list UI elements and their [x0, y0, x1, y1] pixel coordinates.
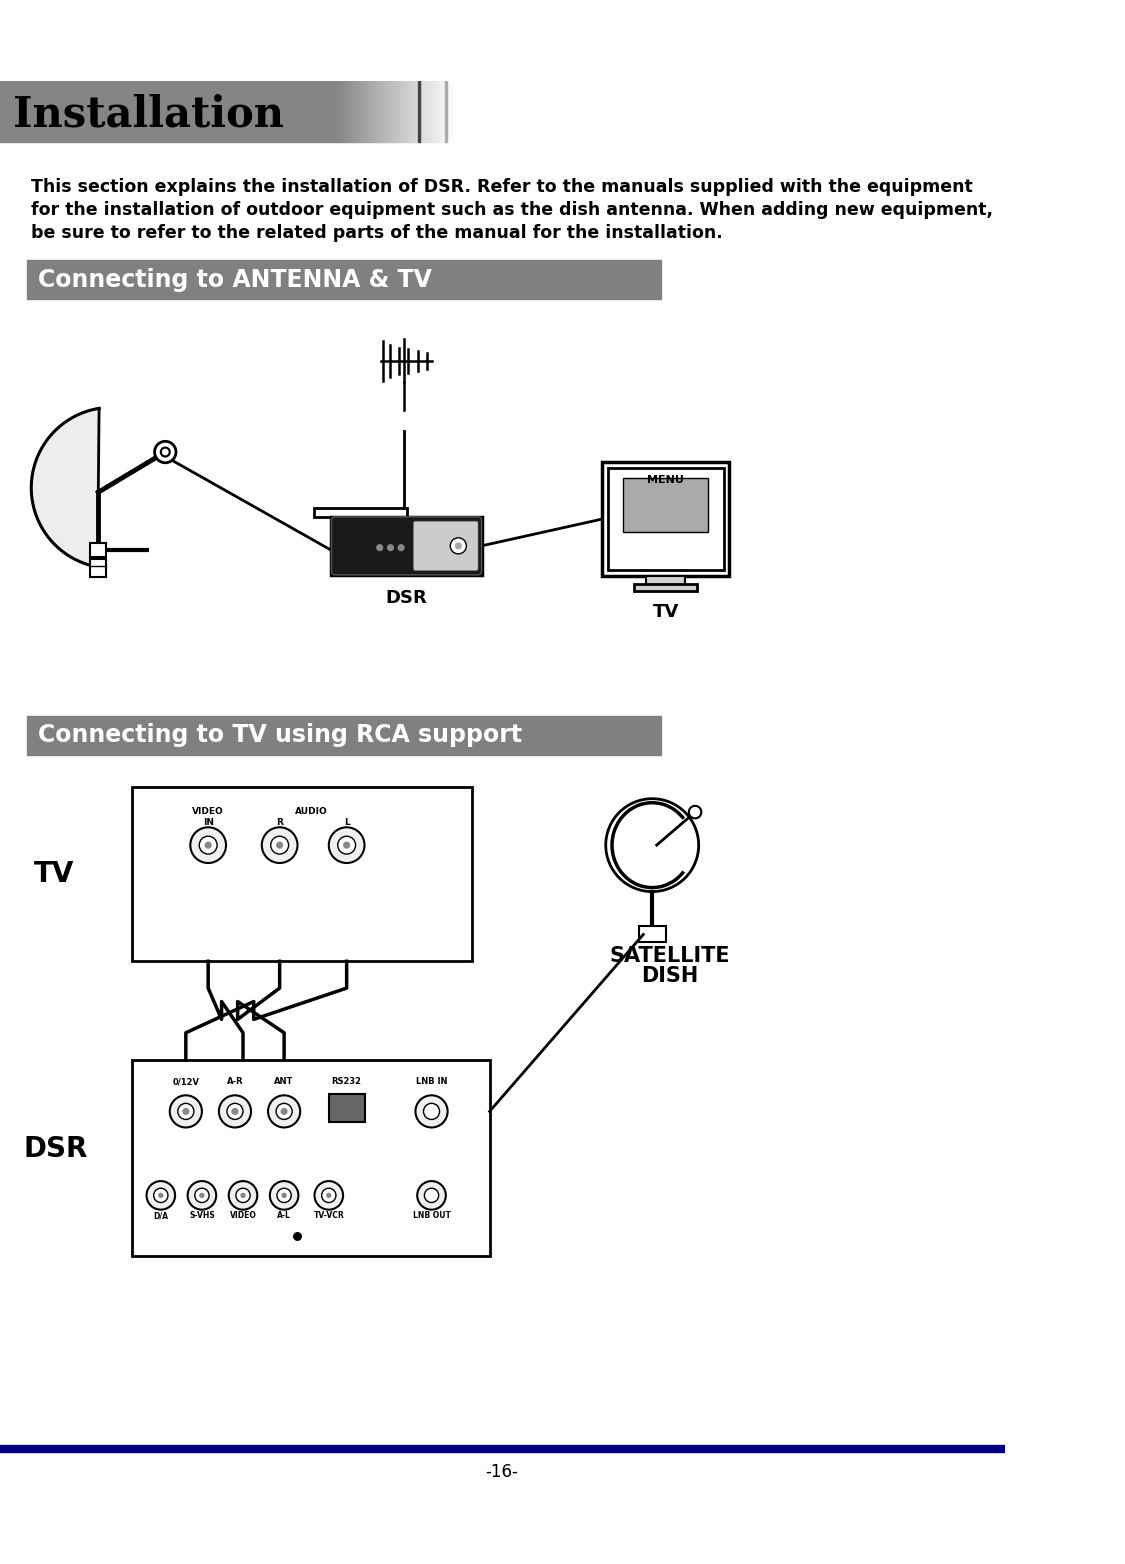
- Text: A-L: A-L: [277, 1212, 291, 1220]
- Circle shape: [161, 447, 170, 457]
- Text: ANT: ANT: [274, 1078, 294, 1087]
- Circle shape: [281, 1193, 287, 1198]
- FancyBboxPatch shape: [414, 521, 478, 571]
- Circle shape: [190, 827, 226, 863]
- Circle shape: [271, 837, 289, 854]
- Circle shape: [276, 841, 284, 849]
- Text: D/A: D/A: [153, 1212, 169, 1220]
- Text: AUDIO: AUDIO: [295, 807, 327, 816]
- Circle shape: [241, 1193, 245, 1198]
- Text: This section explains the installation of DSR. Refer to the manuals supplied wit: This section explains the installation o…: [32, 178, 973, 196]
- Circle shape: [178, 1103, 193, 1120]
- Circle shape: [315, 1181, 343, 1209]
- Circle shape: [236, 1189, 250, 1203]
- Bar: [133, 787, 471, 962]
- Circle shape: [199, 1193, 205, 1198]
- Circle shape: [376, 544, 384, 551]
- Circle shape: [277, 1189, 291, 1203]
- Circle shape: [262, 827, 297, 863]
- Circle shape: [417, 1181, 446, 1209]
- Circle shape: [205, 841, 212, 849]
- Circle shape: [154, 441, 176, 463]
- Bar: [314, 508, 407, 518]
- Text: A-R: A-R: [226, 1078, 243, 1087]
- Circle shape: [232, 1107, 238, 1115]
- Circle shape: [423, 1103, 440, 1120]
- Circle shape: [415, 1095, 448, 1128]
- Text: Connecting to TV using RCA support: Connecting to TV using RCA support: [37, 723, 522, 748]
- Text: TV: TV: [34, 860, 74, 888]
- Text: R: R: [277, 818, 284, 827]
- Bar: [133, 1059, 489, 1256]
- Circle shape: [328, 827, 364, 863]
- Bar: [0, 1445, 1005, 1451]
- Circle shape: [338, 837, 356, 854]
- Text: MENU: MENU: [647, 475, 684, 485]
- Circle shape: [146, 1181, 176, 1209]
- Circle shape: [182, 1107, 189, 1115]
- Bar: [639, 926, 666, 942]
- Circle shape: [188, 1181, 216, 1209]
- Circle shape: [170, 1095, 201, 1128]
- Circle shape: [397, 544, 405, 551]
- Circle shape: [424, 1189, 439, 1203]
- Circle shape: [455, 543, 462, 549]
- Circle shape: [387, 544, 394, 551]
- Text: S-VHS: S-VHS: [189, 1212, 215, 1220]
- Bar: [646, 576, 685, 586]
- Circle shape: [227, 1103, 243, 1120]
- Circle shape: [326, 1193, 332, 1198]
- Circle shape: [268, 1095, 300, 1128]
- Bar: [602, 463, 729, 576]
- Bar: [634, 583, 696, 591]
- Text: LNB OUT: LNB OUT: [413, 1212, 450, 1220]
- Text: SATELLITE: SATELLITE: [610, 946, 730, 967]
- Circle shape: [154, 1189, 168, 1203]
- Circle shape: [270, 1181, 298, 1209]
- Circle shape: [450, 538, 467, 554]
- Bar: [623, 479, 708, 532]
- Bar: [27, 260, 661, 299]
- Text: VIDEO: VIDEO: [192, 807, 224, 816]
- Text: L: L: [344, 818, 350, 827]
- Text: for the installation of outdoor equipment such as the dish antenna. When adding : for the installation of outdoor equipmen…: [32, 202, 993, 219]
- Circle shape: [159, 1193, 163, 1198]
- Circle shape: [199, 837, 217, 854]
- Circle shape: [280, 1107, 288, 1115]
- Text: TV-VCR: TV-VCR: [314, 1212, 344, 1220]
- Circle shape: [228, 1181, 258, 1209]
- Text: DSR: DSR: [386, 590, 428, 607]
- Circle shape: [195, 1189, 209, 1203]
- Bar: [27, 716, 661, 755]
- Circle shape: [322, 1189, 336, 1203]
- Circle shape: [343, 841, 350, 849]
- Text: VIDEO: VIDEO: [229, 1212, 256, 1220]
- Circle shape: [276, 1103, 292, 1120]
- Text: Installation: Installation: [12, 94, 284, 136]
- Circle shape: [219, 1095, 251, 1128]
- Text: TV: TV: [652, 602, 678, 621]
- Text: Connecting to ANTENNA & TV: Connecting to ANTENNA & TV: [37, 267, 431, 291]
- Circle shape: [292, 1232, 302, 1240]
- Bar: [444, 81, 447, 142]
- Text: RS232: RS232: [332, 1078, 361, 1087]
- Text: be sure to refer to the related parts of the manual for the installation.: be sure to refer to the related parts of…: [32, 224, 723, 242]
- Bar: [608, 468, 723, 571]
- Polygon shape: [32, 408, 99, 568]
- Bar: [418, 81, 420, 142]
- Text: IN: IN: [202, 818, 214, 827]
- Bar: [332, 516, 482, 576]
- Text: -16-: -16-: [486, 1462, 519, 1481]
- Circle shape: [605, 799, 699, 891]
- Text: DISH: DISH: [641, 965, 699, 985]
- Text: 0/12V: 0/12V: [172, 1078, 199, 1087]
- Circle shape: [688, 805, 701, 818]
- Text: DSR: DSR: [24, 1135, 88, 1164]
- FancyBboxPatch shape: [332, 516, 482, 576]
- Text: LNB IN: LNB IN: [416, 1078, 448, 1087]
- Bar: [328, 1093, 364, 1121]
- Bar: [90, 560, 107, 577]
- Bar: [90, 543, 107, 557]
